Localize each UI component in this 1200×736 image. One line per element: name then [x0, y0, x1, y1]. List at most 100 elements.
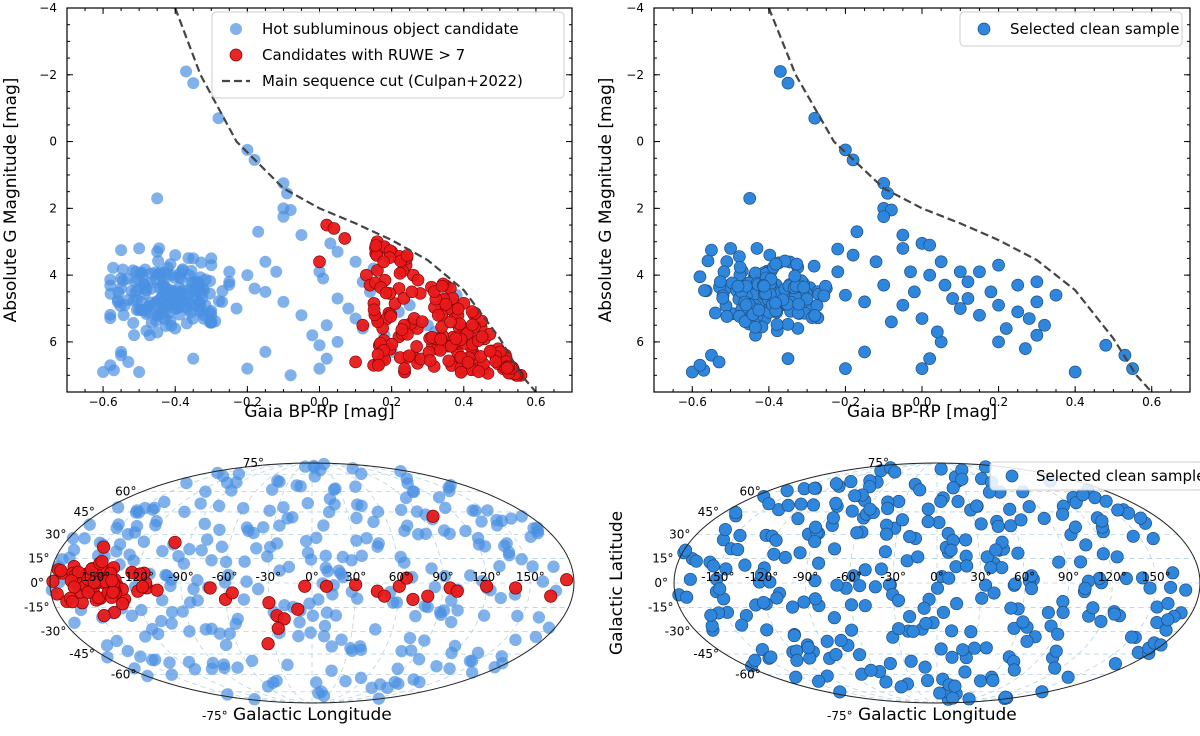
sky-point: [199, 623, 213, 636]
data-point: [733, 260, 747, 274]
sky-point: [201, 533, 214, 546]
data-point: [961, 275, 975, 289]
data-point: [187, 77, 200, 90]
sky-point: [1086, 601, 1100, 615]
data-point: [184, 298, 197, 311]
y-tick-label: 0: [49, 135, 57, 149]
legend-label: Candidates with RUWE > 7: [262, 46, 465, 64]
sky-point: [892, 622, 906, 636]
sky-point: [395, 644, 408, 658]
data-point: [331, 292, 344, 305]
data-point: [733, 250, 746, 263]
latitude-label: -60°: [111, 667, 137, 681]
sky-point: [245, 654, 259, 668]
sky-point: [317, 457, 331, 471]
sky-point: [125, 609, 139, 622]
data-point: [738, 315, 752, 328]
sky-point: [1107, 607, 1121, 621]
sky-point: [1003, 502, 1017, 516]
data-point: [831, 242, 845, 256]
sky-point: [401, 519, 414, 532]
data-point: [930, 325, 944, 339]
sky-point: [176, 605, 189, 618]
sky-point: [183, 625, 196, 638]
sky-point: [165, 605, 179, 619]
sky-point: [418, 634, 431, 647]
sky-point: [278, 599, 291, 612]
sky-point: [1004, 601, 1018, 615]
sky-point: [137, 535, 151, 548]
sky-point: [292, 629, 305, 643]
sky-point: [317, 689, 331, 703]
sky-point: [46, 574, 60, 588]
data-point: [483, 344, 497, 358]
longitude-label: -30°: [880, 570, 906, 584]
sky-point: [913, 483, 927, 497]
data-point: [281, 187, 294, 200]
sky-point: [853, 579, 867, 593]
sky-point: [345, 644, 359, 657]
sky-point: [515, 553, 528, 566]
data-point: [839, 143, 852, 157]
sky-point: [443, 527, 456, 540]
bottom-latitude-label: -75°: [202, 709, 228, 723]
data-point: [161, 291, 174, 304]
sky-point: [1068, 520, 1082, 534]
data-point: [1022, 312, 1036, 325]
sky-point: [306, 609, 320, 622]
sky-point: [1041, 605, 1055, 620]
sky-point: [369, 623, 382, 636]
sky-point: [205, 662, 219, 676]
data-point: [454, 365, 468, 379]
sky-point: [263, 504, 276, 517]
sky-point: [847, 569, 861, 583]
sky-point: [221, 688, 234, 701]
sky-point: [1020, 634, 1034, 648]
data-point: [489, 355, 503, 368]
longitude-label: -120°: [745, 570, 778, 584]
data-point: [1011, 278, 1025, 292]
legend-label: Selected clean sample: [1036, 467, 1200, 485]
longitude-label: -150°: [701, 570, 734, 584]
sky-point: [325, 640, 338, 653]
sky-point: [921, 515, 935, 529]
sky-point: [183, 596, 197, 609]
sky-point: [713, 582, 727, 596]
sky-point: [1124, 630, 1139, 644]
data-point: [1011, 305, 1025, 319]
data-point: [277, 295, 290, 308]
sky-point: [317, 630, 331, 643]
sky-point: [781, 498, 795, 512]
sky-point: [778, 550, 792, 565]
sky-point: [328, 498, 341, 511]
sky-point: [1166, 566, 1180, 580]
longitude-gridline: [136, 462, 313, 704]
sky-point: [349, 578, 363, 592]
sky-point: [808, 592, 822, 606]
sky-point: [829, 477, 843, 491]
data-point: [140, 307, 153, 320]
sky-point: [149, 519, 162, 532]
x-tick-label: −0.4: [161, 395, 190, 409]
sky-point: [388, 675, 402, 689]
sky-point: [426, 509, 440, 523]
sky-point: [303, 597, 316, 610]
sky-point: [756, 595, 771, 610]
sky-point: [199, 485, 212, 498]
sky-point: [903, 530, 917, 544]
data-point: [320, 319, 333, 332]
map-outline: [49, 462, 575, 704]
data-point: [433, 344, 447, 357]
data-point: [369, 239, 383, 252]
y-tick-label: −2: [39, 68, 57, 82]
sky-point: [864, 663, 878, 677]
data-point: [223, 265, 236, 278]
legend-marker: [1005, 469, 1019, 483]
sky-point: [785, 600, 800, 614]
sky-point: [833, 685, 847, 699]
sky-point: [261, 637, 275, 651]
data-point: [115, 244, 128, 257]
sky-point: [979, 641, 993, 655]
sky-point: [1150, 600, 1164, 614]
sky-point: [261, 550, 274, 563]
